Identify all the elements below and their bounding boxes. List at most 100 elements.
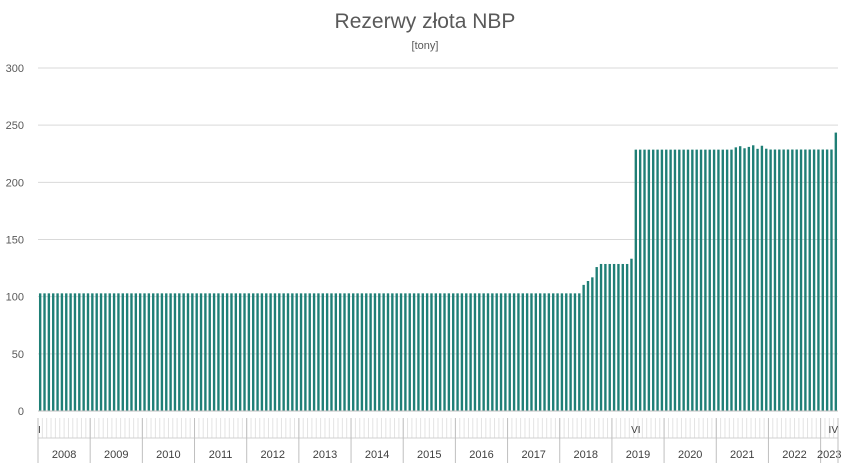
bar xyxy=(495,293,498,411)
bar xyxy=(786,149,790,411)
bar xyxy=(504,293,507,411)
bar xyxy=(43,293,46,411)
bar xyxy=(486,293,490,411)
bar xyxy=(812,149,816,411)
chart-title: Rezerwy złota NBP xyxy=(335,10,516,33)
bar xyxy=(817,149,820,411)
bar xyxy=(347,293,351,411)
bar xyxy=(99,293,103,411)
year-label: 2012 xyxy=(261,449,285,461)
bar xyxy=(534,293,538,411)
bar xyxy=(660,149,664,411)
bar xyxy=(91,293,94,411)
bar xyxy=(230,293,233,411)
bar xyxy=(60,293,64,411)
bar xyxy=(247,293,251,411)
bar xyxy=(78,293,81,411)
bar xyxy=(769,149,772,411)
bar xyxy=(199,293,203,411)
bar xyxy=(65,293,68,411)
bar xyxy=(399,293,403,411)
bar xyxy=(669,149,672,411)
bar xyxy=(408,293,411,411)
bar xyxy=(586,281,590,411)
bar xyxy=(52,293,55,411)
bar xyxy=(56,293,59,411)
bar xyxy=(417,293,420,411)
bar xyxy=(543,293,546,411)
bar xyxy=(156,293,159,411)
bar xyxy=(443,293,446,411)
bar xyxy=(104,293,107,411)
bar xyxy=(652,149,655,411)
y-tick-label: 250 xyxy=(6,120,24,132)
year-label: 2014 xyxy=(365,449,389,461)
bar xyxy=(173,293,177,411)
bar xyxy=(286,293,290,411)
bar xyxy=(591,277,594,411)
bar xyxy=(365,293,368,411)
year-label: 2009 xyxy=(104,449,128,461)
bar xyxy=(117,293,120,411)
bar xyxy=(699,149,703,411)
bar xyxy=(656,149,659,411)
bar xyxy=(256,293,259,411)
bar xyxy=(160,293,164,411)
bar xyxy=(530,293,533,411)
bar xyxy=(325,293,329,411)
bar xyxy=(691,149,694,411)
bar xyxy=(95,293,98,411)
bar xyxy=(678,149,681,411)
bar xyxy=(825,149,829,411)
bar xyxy=(773,149,777,411)
bar xyxy=(799,149,803,411)
bar xyxy=(425,293,429,411)
bar xyxy=(638,149,642,411)
bar xyxy=(491,293,494,411)
bar xyxy=(782,149,785,411)
y-tick-label: 300 xyxy=(6,63,24,75)
bar xyxy=(473,293,477,411)
bar xyxy=(595,267,598,411)
bar xyxy=(708,149,711,411)
bar xyxy=(717,149,720,411)
bar xyxy=(204,293,207,411)
y-tick-label: 100 xyxy=(6,292,24,304)
bar xyxy=(38,293,42,411)
bar xyxy=(191,293,194,411)
bar xyxy=(182,293,185,411)
bar xyxy=(765,148,768,411)
bar xyxy=(434,293,438,411)
bar xyxy=(295,293,298,411)
bar xyxy=(747,146,751,411)
bar xyxy=(147,293,151,411)
bar xyxy=(560,293,564,411)
bar xyxy=(608,263,611,411)
month-label: VI xyxy=(631,425,640,436)
bar xyxy=(695,149,698,411)
bar xyxy=(152,293,155,411)
bar xyxy=(525,293,529,411)
bar xyxy=(456,293,459,411)
bar xyxy=(165,293,168,411)
bar xyxy=(186,293,190,411)
bar xyxy=(673,149,677,411)
bar xyxy=(465,293,468,411)
bar xyxy=(647,149,651,411)
bar xyxy=(208,293,211,411)
y-tick-label: 200 xyxy=(6,177,24,189)
bar xyxy=(108,293,111,411)
year-label: 2018 xyxy=(574,449,598,461)
bar xyxy=(804,149,807,411)
bar xyxy=(343,293,346,411)
year-label: 2013 xyxy=(313,449,337,461)
bar xyxy=(738,146,742,411)
bar xyxy=(238,293,242,411)
bar xyxy=(752,145,755,412)
bar xyxy=(195,293,198,411)
bar xyxy=(704,149,707,411)
bar xyxy=(630,258,633,411)
bar xyxy=(512,293,516,411)
bar xyxy=(621,263,624,411)
bar xyxy=(330,293,333,411)
